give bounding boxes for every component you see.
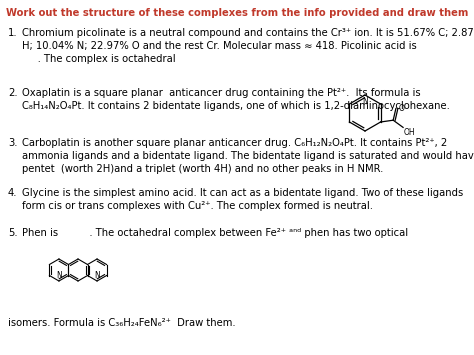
Text: 5.: 5. [8,228,18,238]
Text: H; 10.04% N; 22.97% O and the rest Cr. Molecular mass ≈ 418. Picolinic acid is: H; 10.04% N; 22.97% O and the rest Cr. M… [22,41,417,51]
Text: ammonia ligands and a bidentate ligand. The bidentate ligand is saturated and wo: ammonia ligands and a bidentate ligand. … [22,151,474,161]
Text: 4.: 4. [8,188,18,198]
Text: Work out the structure of these complexes from the info provided and draw them: Work out the structure of these complexe… [6,8,468,18]
Text: isomers. Formula is C₃₆H₂₄FeN₆²⁺  Draw them.: isomers. Formula is C₃₆H₂₄FeN₆²⁺ Draw th… [8,318,236,328]
Text: O: O [399,104,405,113]
Text: 2.: 2. [8,88,18,98]
Text: Chromium picolinate is a neutral compound and contains the Cr³⁺ ion. It is 51.67: Chromium picolinate is a neutral compoun… [22,28,474,38]
Text: 3.: 3. [8,138,18,148]
Text: N: N [94,271,100,280]
Text: . The complex is octahedral: . The complex is octahedral [22,54,176,64]
Text: pentet  (worth 2H)and a triplet (worth 4H) and no other peaks in H NMR.: pentet (worth 2H)and a triplet (worth 4H… [22,164,383,174]
Text: Carboplatin is another square planar anticancer drug. C₆H₁₂N₂O₄Pt. It contains P: Carboplatin is another square planar ant… [22,138,447,148]
Text: N: N [362,97,368,106]
Text: Oxaplatin is a square planar  anticancer drug containing the Pt²⁺.  Its formula : Oxaplatin is a square planar anticancer … [22,88,420,98]
Text: N: N [56,271,62,280]
Text: Phen is          . The octahedral complex between Fe²⁺ ᵃⁿᵈ phen has two optical: Phen is . The octahedral complex between… [22,228,408,238]
Text: form cis or trans complexes with Cu²⁺. The complex formed is neutral.: form cis or trans complexes with Cu²⁺. T… [22,201,373,211]
Text: C₈H₁₄N₂O₄Pt. It contains 2 bidentate ligands, one of which is 1,2-diaminocyclohe: C₈H₁₄N₂O₄Pt. It contains 2 bidentate lig… [22,101,450,111]
Text: Glycine is the simplest amino acid. It can act as a bidentate ligand. Two of the: Glycine is the simplest amino acid. It c… [22,188,463,198]
Text: 1.: 1. [8,28,18,38]
Text: OH: OH [404,129,416,137]
